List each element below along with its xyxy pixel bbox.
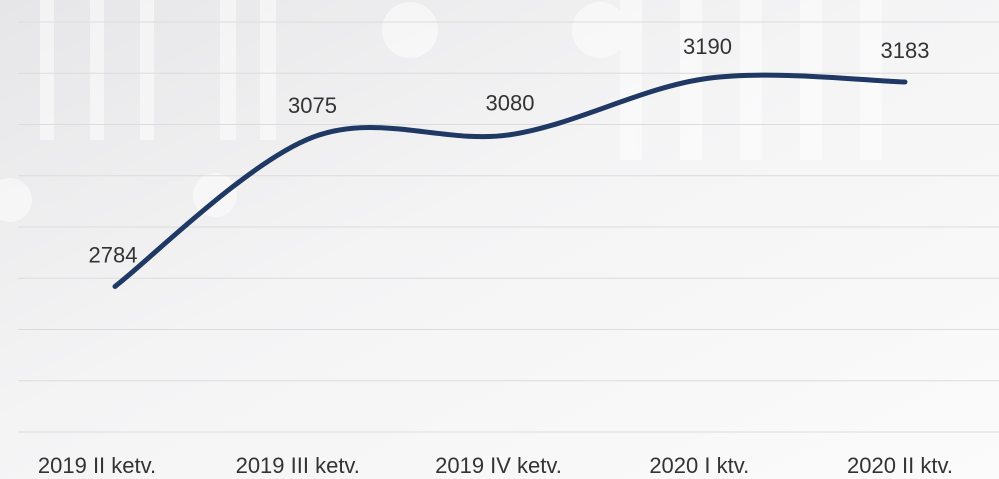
x-tick-label: 2019 IV ketv.	[435, 453, 562, 478]
data-label: 3080	[486, 91, 535, 116]
x-tick-label: 2019 III ketv.	[236, 453, 360, 478]
data-label: 3183	[881, 38, 930, 63]
data-label: 3190	[683, 34, 732, 59]
line	[112, 72, 908, 289]
plot-area: 2019 II ketv. 2019 III ketv. 2019 IV ketv.…	[18, 21, 999, 478]
data-label: 2784	[89, 242, 138, 267]
background-decoration	[0, 0, 882, 222]
x-tick-label: 2020 I ktv.	[649, 453, 749, 478]
x-tick-label: 2020 II ktv.	[847, 453, 953, 478]
data-label: 3075	[288, 93, 337, 118]
x-tick-label: 2019 II ketv.	[38, 453, 156, 478]
